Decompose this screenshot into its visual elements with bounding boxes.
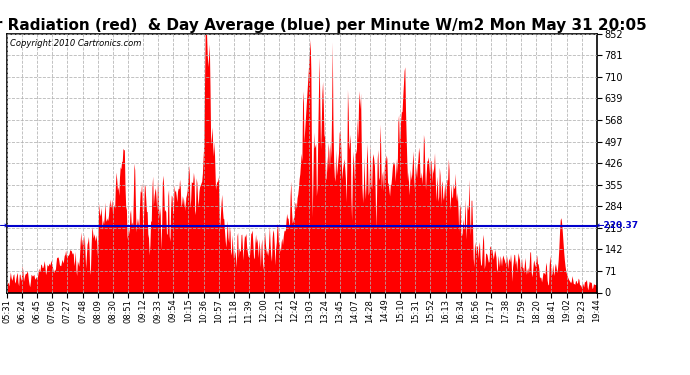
Text: 220.37→: 220.37→ <box>0 221 7 230</box>
Title: Solar Radiation (red)  & Day Average (blue) per Minute W/m2 Mon May 31 20:05: Solar Radiation (red) & Day Average (blu… <box>0 18 647 33</box>
Text: ←220.37: ←220.37 <box>597 221 639 230</box>
Text: Copyright 2010 Cartronics.com: Copyright 2010 Cartronics.com <box>10 39 141 48</box>
